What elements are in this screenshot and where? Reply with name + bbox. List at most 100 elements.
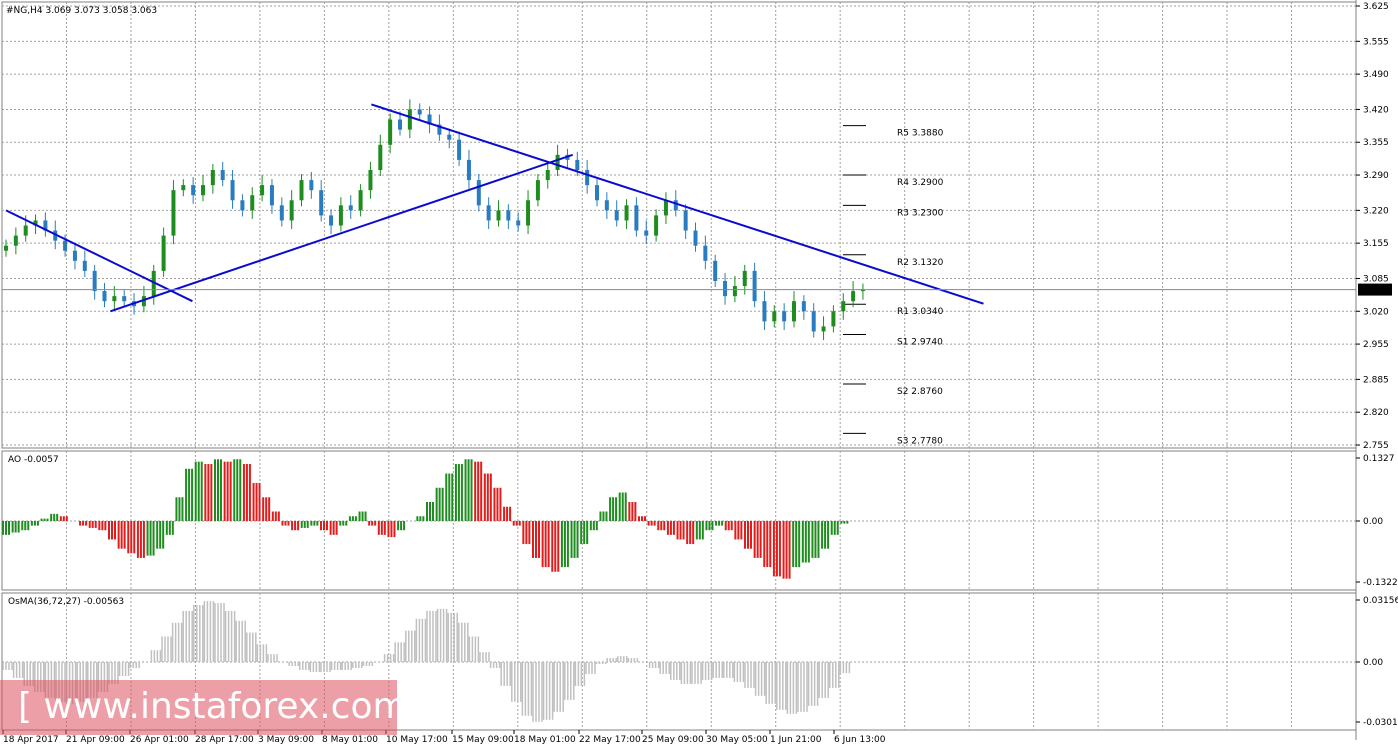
candle <box>181 185 186 191</box>
time-tick-label: 15 May 09:00 <box>452 735 514 745</box>
candle <box>329 215 334 226</box>
candle <box>348 205 353 211</box>
price-tick-label: 3.220 <box>1363 206 1389 216</box>
candle <box>634 205 639 231</box>
candle <box>338 205 343 226</box>
trendline[interactable] <box>5 209 193 303</box>
pivot-label: S3 2.7780 <box>897 436 943 446</box>
pivot-label: R3 3.2300 <box>897 208 944 218</box>
trendline[interactable] <box>371 103 984 305</box>
candle <box>860 289 865 292</box>
candle <box>289 200 294 221</box>
time-tick-label: 21 Apr 09:00 <box>66 735 125 745</box>
candle <box>279 205 284 221</box>
candle <box>762 301 767 322</box>
price-tick-label: 2.820 <box>1363 408 1389 418</box>
price-tick-label: 3.155 <box>1363 239 1389 249</box>
candle <box>732 286 737 297</box>
candle <box>496 210 501 221</box>
candle <box>742 270 747 287</box>
candle <box>33 220 38 226</box>
candle <box>516 220 521 226</box>
candle <box>614 210 619 221</box>
pivot-levels: R5 3.3880 R4 3.2900 R3 3.2300 R2 3.1320 R1 3… <box>843 125 944 446</box>
ao-title: AO -0.0057 <box>8 455 59 465</box>
candle <box>102 291 107 302</box>
candle <box>782 311 787 322</box>
candle <box>585 169 590 186</box>
time-tick-label: 18 Apr 2017 <box>3 735 59 745</box>
candle <box>663 200 668 216</box>
pivot-label: S1 2.9740 <box>897 337 943 347</box>
time-tick-label: 8 May 01:00 <box>322 735 378 745</box>
candle <box>230 180 235 201</box>
pivot-label: R4 3.2900 <box>897 178 944 188</box>
current-price-box <box>1358 283 1392 296</box>
candle <box>703 245 708 261</box>
ao-tick-label: 0.1327 <box>1363 454 1395 464</box>
candle <box>122 296 127 302</box>
candle <box>801 301 806 312</box>
candle <box>358 190 363 211</box>
candle <box>72 250 77 261</box>
candle <box>250 195 255 211</box>
candle <box>161 235 166 271</box>
candle <box>201 185 205 196</box>
candle <box>476 180 481 206</box>
candle <box>398 119 402 130</box>
candle <box>319 190 324 216</box>
current-price-label: 3.063 <box>1361 286 1387 296</box>
candle <box>683 210 688 231</box>
osma-tick-label: 0.03156 <box>1363 596 1398 606</box>
candle <box>53 230 58 241</box>
price-tick-label: 3.290 <box>1363 171 1389 181</box>
ao-tick-label: -0.1322 <box>1363 578 1398 588</box>
candle <box>831 311 836 327</box>
candle <box>555 154 560 170</box>
price-tick-label: 2.755 <box>1363 441 1389 451</box>
watermark-box <box>0 680 397 735</box>
time-tick-label: 1 Jun 21:00 <box>770 735 822 745</box>
candle <box>407 109 412 130</box>
candle <box>604 200 609 211</box>
price-tick-label: 2.955 <box>1363 340 1389 350</box>
price-tick-label: 3.555 <box>1363 37 1389 47</box>
price-tick-label: 3.085 <box>1363 274 1389 284</box>
pivot-label: R5 3.3880 <box>897 129 944 139</box>
candle <box>693 230 698 246</box>
candle <box>43 220 48 231</box>
candle <box>526 200 531 226</box>
time-tick-label: 18 May 01:00 <box>514 735 576 745</box>
candle <box>417 109 422 115</box>
candle <box>595 185 599 201</box>
candle <box>299 180 304 201</box>
candle <box>447 134 452 140</box>
candle <box>792 301 796 322</box>
trendlines[interactable] <box>5 103 984 313</box>
osma-title: OsMA(36,72,27) -0.00563 <box>8 597 124 607</box>
grid <box>1 1 1357 731</box>
price-tick-label: 2.885 <box>1363 375 1389 385</box>
price-tick-label: 3.490 <box>1363 70 1389 80</box>
candle <box>457 139 462 160</box>
candle <box>220 169 225 181</box>
time-tick-label: 3 May 09:00 <box>258 735 314 745</box>
candle <box>368 169 373 191</box>
candle <box>141 296 146 307</box>
candle <box>644 230 649 236</box>
candle <box>535 180 540 201</box>
candle <box>240 200 245 211</box>
trendline[interactable] <box>110 153 574 313</box>
candle <box>191 185 196 196</box>
candle <box>427 114 432 125</box>
symbol-header: #NG,H4 3.069 3.073 3.058 3.063 <box>6 6 157 16</box>
candle <box>171 190 176 236</box>
price-candles <box>4 99 865 341</box>
candle <box>466 159 471 181</box>
candle <box>772 311 777 322</box>
candle <box>624 205 629 221</box>
